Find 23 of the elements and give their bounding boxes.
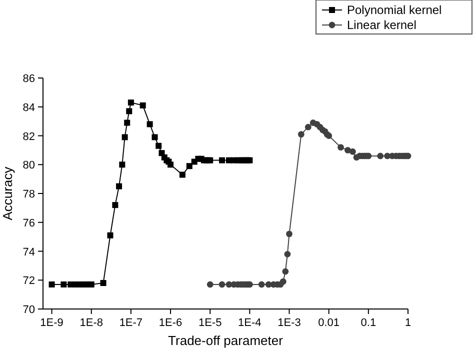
x-tick-label: 0.01: [318, 317, 340, 329]
y-tick-label: 78: [22, 188, 35, 200]
x-tick-label: 1E-8: [80, 317, 103, 329]
y-tick-label: 70: [22, 304, 35, 316]
x-tick-label: 1E-7: [119, 317, 143, 329]
x-tick-label: 1E-3: [278, 317, 301, 329]
legend-label: Polynomial kernel: [347, 3, 442, 17]
x-tick-label: 1E-6: [158, 317, 182, 329]
y-axis-title: Accuracy: [0, 166, 15, 220]
y-tick-label: 80: [22, 160, 35, 172]
x-tick-label: 1: [404, 317, 412, 329]
x-axis-title: Trade-off parameter: [168, 333, 284, 348]
y-tick-label: 82: [22, 130, 35, 143]
x-tick-label: 0.1: [360, 317, 376, 329]
x-tick-label: 1E-5: [198, 317, 222, 329]
x-tick-label: 1E-4: [238, 317, 262, 329]
y-tick-label: 76: [22, 217, 35, 230]
y-tick-label: 84: [22, 102, 35, 114]
x-tick-label: 1E-9: [40, 317, 64, 329]
y-tick-label: 74: [22, 246, 35, 258]
y-tick-label: 86: [22, 73, 35, 85]
legend-label: Linear kernel: [347, 18, 416, 32]
y-tick-label: 72: [22, 275, 35, 288]
